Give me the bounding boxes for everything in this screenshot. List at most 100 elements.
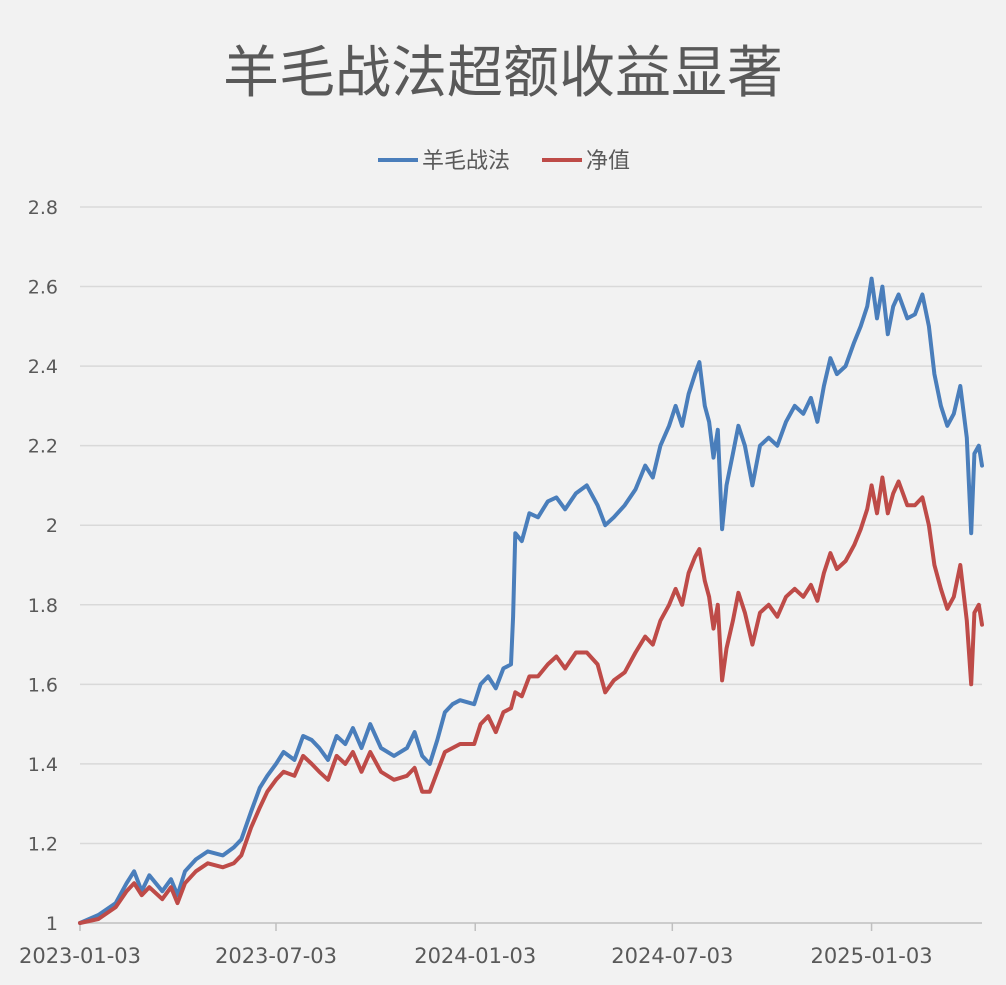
- data-point: [933, 373, 935, 375]
- data-point: [816, 600, 818, 602]
- data-point: [732, 453, 734, 455]
- data-point: [575, 492, 577, 494]
- series-line: [78, 276, 984, 925]
- data-point: [953, 413, 955, 415]
- data-point: [126, 890, 128, 892]
- data-point: [887, 333, 889, 335]
- data-point: [921, 294, 923, 295]
- y-tick-label: 1.4: [28, 754, 58, 776]
- data-point: [652, 644, 654, 646]
- data-point: [575, 652, 577, 653]
- data-point: [866, 508, 868, 510]
- data-point: [97, 918, 99, 920]
- data-point: [845, 365, 847, 367]
- y-tick-label: 2: [46, 515, 58, 537]
- data-point: [495, 731, 497, 733]
- data-point: [170, 878, 172, 880]
- data-point: [708, 596, 710, 598]
- data-point: [785, 596, 787, 598]
- data-point: [914, 313, 916, 315]
- data-point: [393, 755, 395, 757]
- data-point: [336, 755, 338, 757]
- data-point: [141, 894, 143, 896]
- data-point: [266, 791, 268, 793]
- y-tick-label: 2.6: [28, 277, 58, 299]
- data-point: [776, 616, 778, 618]
- data-point: [898, 481, 900, 482]
- data-point: [759, 612, 761, 614]
- data-point: [970, 683, 972, 685]
- data-point: [161, 898, 163, 900]
- data-point: [970, 532, 972, 534]
- data-point: [953, 596, 955, 598]
- data-point: [293, 759, 295, 761]
- data-point: [380, 747, 382, 749]
- data-point: [327, 779, 329, 781]
- y-tick-label: 2.8: [28, 197, 58, 219]
- data-point: [698, 361, 700, 363]
- data-point: [240, 854, 242, 856]
- data-point: [318, 747, 320, 749]
- data-point: [259, 807, 261, 809]
- data-point: [266, 775, 268, 777]
- data-point: [521, 695, 523, 697]
- data-point: [97, 914, 99, 916]
- data-point: [318, 771, 320, 773]
- data-point: [940, 405, 942, 407]
- data-point: [823, 572, 825, 574]
- data-point: [681, 425, 683, 427]
- data-point: [659, 620, 661, 622]
- data-point: [495, 687, 497, 689]
- data-point: [555, 656, 557, 657]
- data-point: [207, 850, 209, 852]
- data-point: [737, 592, 739, 594]
- data-point: [776, 445, 778, 447]
- data-point: [644, 465, 646, 467]
- data-point: [429, 791, 431, 793]
- data-point: [892, 305, 894, 307]
- data-point: [871, 484, 873, 486]
- data-point: [928, 325, 930, 327]
- data-point: [978, 445, 980, 447]
- data-point: [436, 739, 438, 741]
- data-point: [652, 477, 654, 478]
- data-point: [708, 421, 710, 423]
- data-point: [480, 723, 482, 725]
- data-point: [184, 870, 186, 872]
- data-point: [836, 373, 838, 375]
- data-point: [981, 624, 983, 626]
- data-point: [866, 305, 868, 307]
- series-line: [78, 475, 984, 925]
- data-point: [133, 870, 135, 872]
- data-point: [421, 755, 423, 757]
- data-point: [635, 488, 636, 490]
- data-point: [414, 731, 416, 733]
- data-point: [624, 504, 626, 506]
- data-point: [380, 771, 382, 773]
- data-point: [480, 683, 482, 685]
- data-point: [624, 671, 626, 673]
- data-point: [732, 620, 734, 622]
- data-point: [352, 727, 354, 729]
- data-point: [528, 512, 530, 514]
- data-point: [459, 699, 461, 701]
- data-point: [698, 548, 700, 550]
- data-point: [369, 751, 371, 753]
- x-tick-label: 2023-01-03: [19, 944, 141, 968]
- data-point: [694, 556, 696, 558]
- data-point: [473, 703, 475, 705]
- chart-title: 羊毛战法超额收益显著: [223, 41, 783, 106]
- data-point: [721, 528, 723, 530]
- data-point: [487, 715, 489, 717]
- gridlines: [80, 206, 982, 845]
- data-point: [759, 445, 761, 447]
- data-point: [452, 747, 453, 749]
- data-point: [853, 341, 855, 343]
- data-point: [302, 735, 304, 737]
- data-point: [604, 524, 606, 526]
- data-point: [459, 743, 461, 745]
- data-point: [293, 775, 295, 777]
- data-point: [547, 663, 549, 665]
- data-point: [768, 437, 770, 439]
- data-point: [860, 325, 862, 327]
